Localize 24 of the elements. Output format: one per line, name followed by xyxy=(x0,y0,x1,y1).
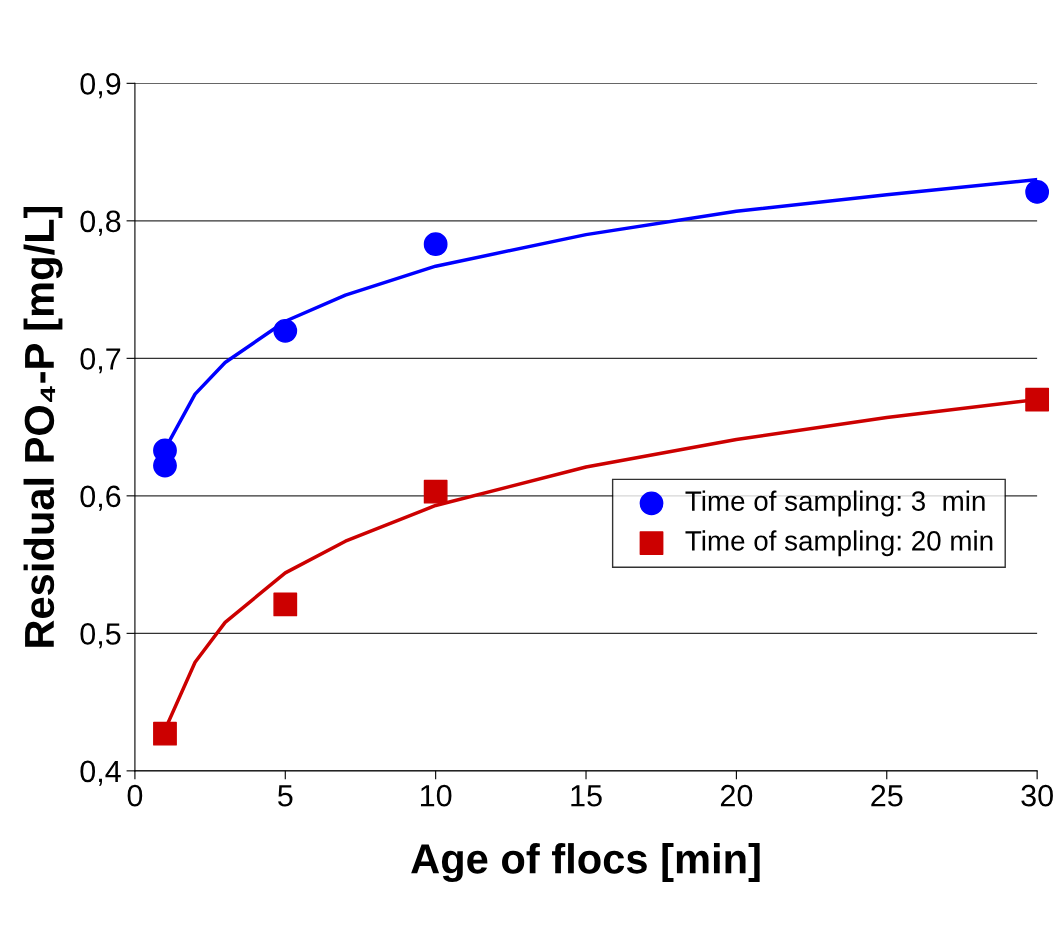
point xyxy=(273,318,298,343)
x-tick-label: 10 xyxy=(420,784,452,807)
point xyxy=(1025,180,1050,204)
y-tick-label: 0,7 xyxy=(80,348,121,374)
x-tick-label: 0 xyxy=(127,784,143,807)
x-tick-label: 5 xyxy=(278,785,293,807)
point xyxy=(423,232,448,257)
legend-label: Time of sampling: 3 min xyxy=(685,490,985,517)
point xyxy=(423,479,448,504)
legend-label: Time of sampling: 20 min xyxy=(685,530,993,557)
point xyxy=(1025,387,1050,412)
y-axis-title: Residual PO₄-P [mg/L] xyxy=(23,206,63,647)
y-tick-label: 0,8 xyxy=(80,210,121,236)
y-tick-label: 0,5 xyxy=(80,623,121,649)
y-tick-label: 0,9 xyxy=(80,73,121,99)
x-tick-label: 15 xyxy=(571,785,602,807)
point xyxy=(273,592,298,617)
x-axis-title: Age of flocs [min] xyxy=(411,843,760,883)
y-tick-label: 0,6 xyxy=(80,485,121,511)
x-tick-label: 20 xyxy=(720,784,753,807)
x-tick-label: 25 xyxy=(871,784,903,807)
y-tick-label: 0,4 xyxy=(80,760,121,786)
point xyxy=(153,721,177,746)
x-tick-label: 30 xyxy=(1021,784,1053,807)
